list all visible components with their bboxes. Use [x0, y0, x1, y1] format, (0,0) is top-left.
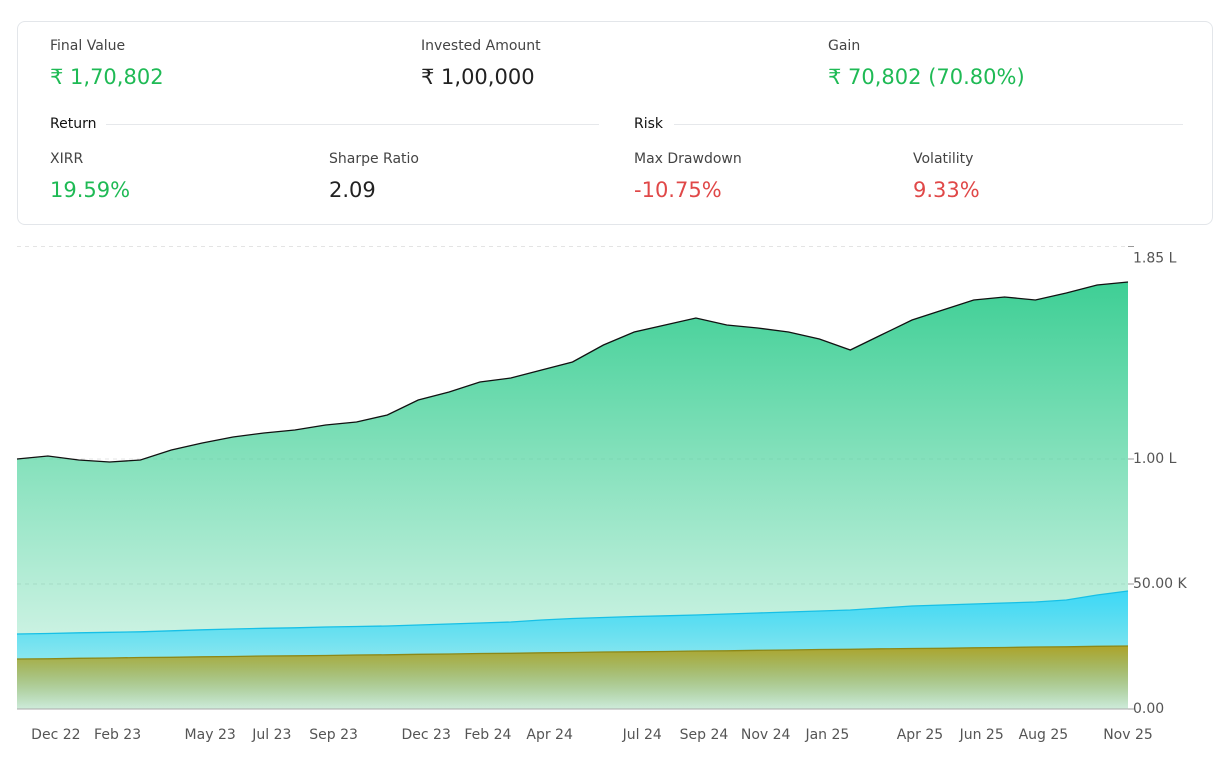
divider: [674, 124, 1183, 125]
summary-card: Final Value ₹ 1,70,802 Invested Amount ₹…: [17, 21, 1213, 225]
value: 19.59%: [50, 178, 131, 202]
section-title: Return: [50, 116, 97, 132]
x-tick-label: Sep 24: [680, 727, 729, 743]
divider: [106, 124, 599, 125]
value: 2.09: [329, 178, 376, 202]
y-tick-label: 1.00 L: [1133, 451, 1177, 467]
line: [16, 281, 1129, 463]
value: ₹ 70,802 (70.80%): [828, 65, 1025, 89]
value: 9.33%: [913, 178, 980, 202]
x-tick-label: May 23: [185, 727, 236, 743]
value: -10.75%: [634, 178, 722, 202]
x-tick-label: Dec 22: [31, 727, 80, 743]
x-tick-label: Jun 25: [959, 727, 1004, 743]
x-tick-label: Apr 25: [897, 727, 943, 743]
x-tick-label: Dec 23: [402, 727, 451, 743]
label: Volatility: [913, 151, 974, 167]
x-tick-label: Aug 25: [1019, 727, 1069, 743]
value: ₹ 1,70,802: [50, 65, 164, 89]
x-tick-label: Nov 24: [741, 727, 791, 743]
y-tick-label: 50.00 K: [1133, 576, 1188, 592]
y-tick-label: 0.00: [1133, 701, 1164, 717]
label: Final Value: [50, 38, 126, 54]
x-tick-label: Jul 23: [251, 727, 291, 743]
x-tick-label: Sep 23: [309, 727, 358, 743]
x-tick-label: Feb 23: [94, 727, 141, 743]
x-tick-label: Jul 24: [622, 727, 662, 743]
y-tick-label: 1.85 L: [1133, 251, 1177, 267]
label: Max Drawdown: [634, 151, 742, 167]
label: Invested Amount: [421, 38, 541, 54]
line: [16, 645, 1129, 660]
x-tick-label: Jan 25: [804, 727, 849, 743]
value: ₹ 1,00,000: [421, 65, 535, 89]
label: Sharpe Ratio: [329, 151, 419, 167]
x-tick-label: Apr 24: [526, 727, 573, 743]
area: [17, 282, 1128, 709]
line: [16, 590, 1129, 635]
section-title: Risk: [634, 116, 664, 132]
area: [17, 646, 1128, 709]
label: XIRR: [50, 151, 84, 167]
x-tick-label: Feb 24: [464, 727, 511, 743]
x-tick-label: Nov 25: [1103, 727, 1153, 743]
label: Gain: [828, 38, 861, 54]
